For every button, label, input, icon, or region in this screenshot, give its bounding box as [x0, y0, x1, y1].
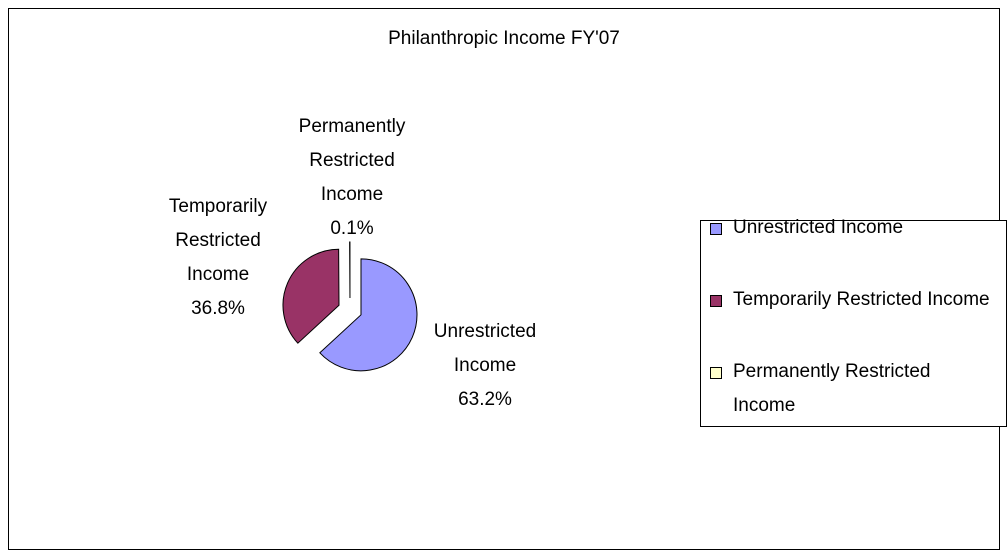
legend-swatch [710, 223, 722, 235]
pie [282, 241, 418, 372]
pie-slice [282, 248, 340, 344]
legend-box [700, 220, 1007, 427]
legend-swatch [710, 367, 722, 379]
legend-label: Permanently Restricted Income [733, 361, 931, 416]
data-label-value: 0.1% [330, 218, 374, 239]
data-label-group: Temporarily Restricted Income 36.8% [143, 190, 293, 326]
legend-label: Temporarily Restricted Income [733, 289, 990, 310]
pie-slice [319, 258, 418, 372]
data-label-group: Permanently Restricted Income 0.1% [277, 110, 427, 246]
data-label-value: 36.8% [191, 298, 245, 319]
chart-title: Philanthropic Income FY'07 [388, 28, 620, 49]
legend-label: Unrestricted Income [733, 217, 904, 238]
data-label-category: Permanently Restricted Income [298, 116, 406, 205]
data-label-category: Unrestricted Income [433, 321, 537, 376]
data-label-category: Temporarily Restricted Income [168, 196, 268, 285]
legend-swatch [710, 295, 722, 307]
data-label-group: Unrestricted Income 63.2% [410, 315, 560, 417]
data-label-value: 63.2% [458, 389, 512, 410]
